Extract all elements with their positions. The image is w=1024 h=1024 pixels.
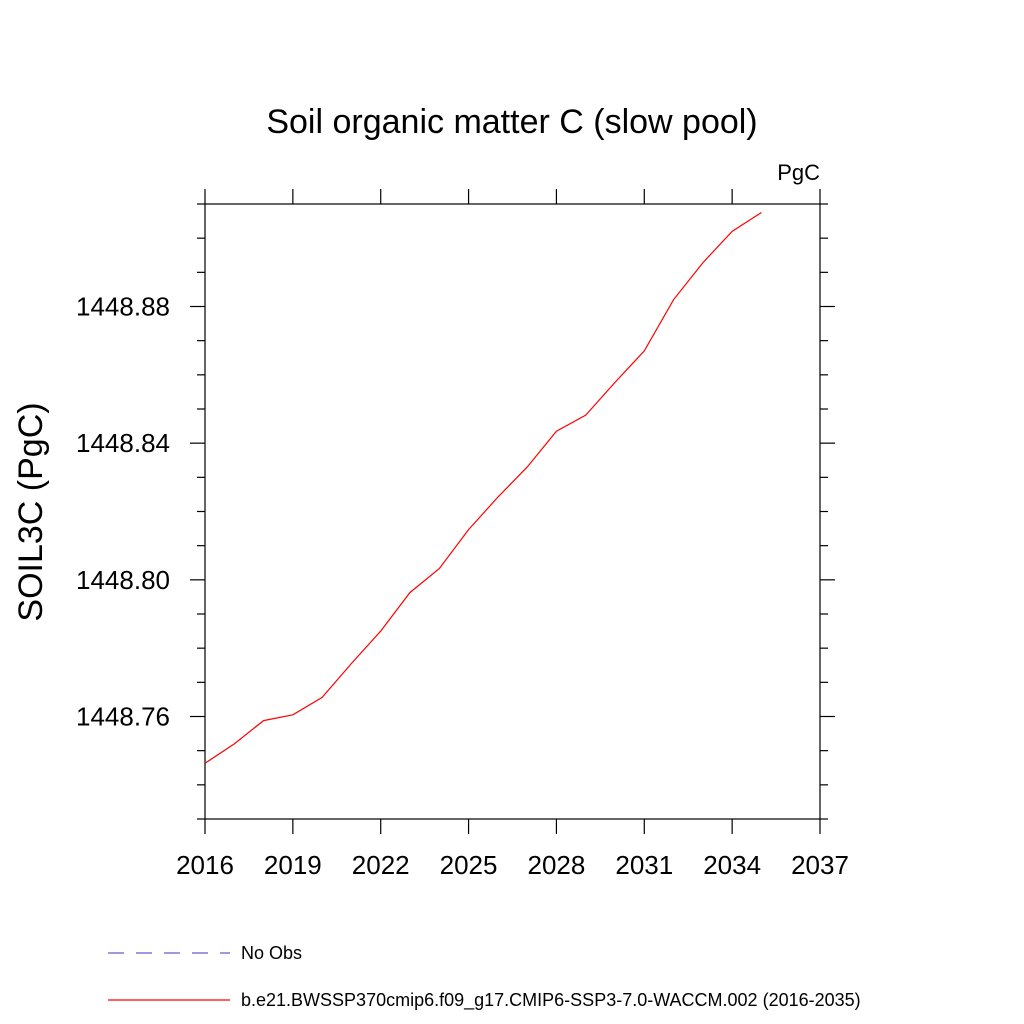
units-label: PgC <box>777 160 820 185</box>
y-tick-label: 1448.84 <box>76 428 170 458</box>
y-axis-label: SOIL3C (PgC) <box>12 402 50 621</box>
y-tick-label: 1448.76 <box>76 702 170 732</box>
y-tick-label: 1448.88 <box>76 292 170 322</box>
x-tick-label: 2034 <box>703 850 761 880</box>
x-tick-label: 2037 <box>791 850 849 880</box>
series-layer <box>204 212 762 764</box>
x-axis: 2016 2019 2022 2025 2028 2031 2034 2037 <box>176 189 849 880</box>
x-tick-label: 2028 <box>528 850 586 880</box>
x-tick-label: 2031 <box>615 850 673 880</box>
x-tick-label: 2025 <box>440 850 498 880</box>
y-axis: 1448.76 1448.80 1448.84 1448.88 <box>76 203 835 820</box>
x-tick-label: 2022 <box>352 850 410 880</box>
legend-label: No Obs <box>241 943 302 963</box>
plot-frame <box>204 203 821 820</box>
x-tick-label: 2016 <box>176 850 234 880</box>
y-tick-label: 1448.80 <box>76 565 170 595</box>
x-tick-label: 2019 <box>264 850 322 880</box>
series-line-1 <box>204 212 762 764</box>
legend: No Obs b.e21.BWSSP370cmip6.f09_g17.CMIP6-… <box>108 943 861 1011</box>
chart-title: Soil organic matter C (slow pool) <box>266 103 757 141</box>
legend-label: b.e21.BWSSP370cmip6.f09_g17.CMIP6-SSP3-7… <box>241 990 861 1011</box>
